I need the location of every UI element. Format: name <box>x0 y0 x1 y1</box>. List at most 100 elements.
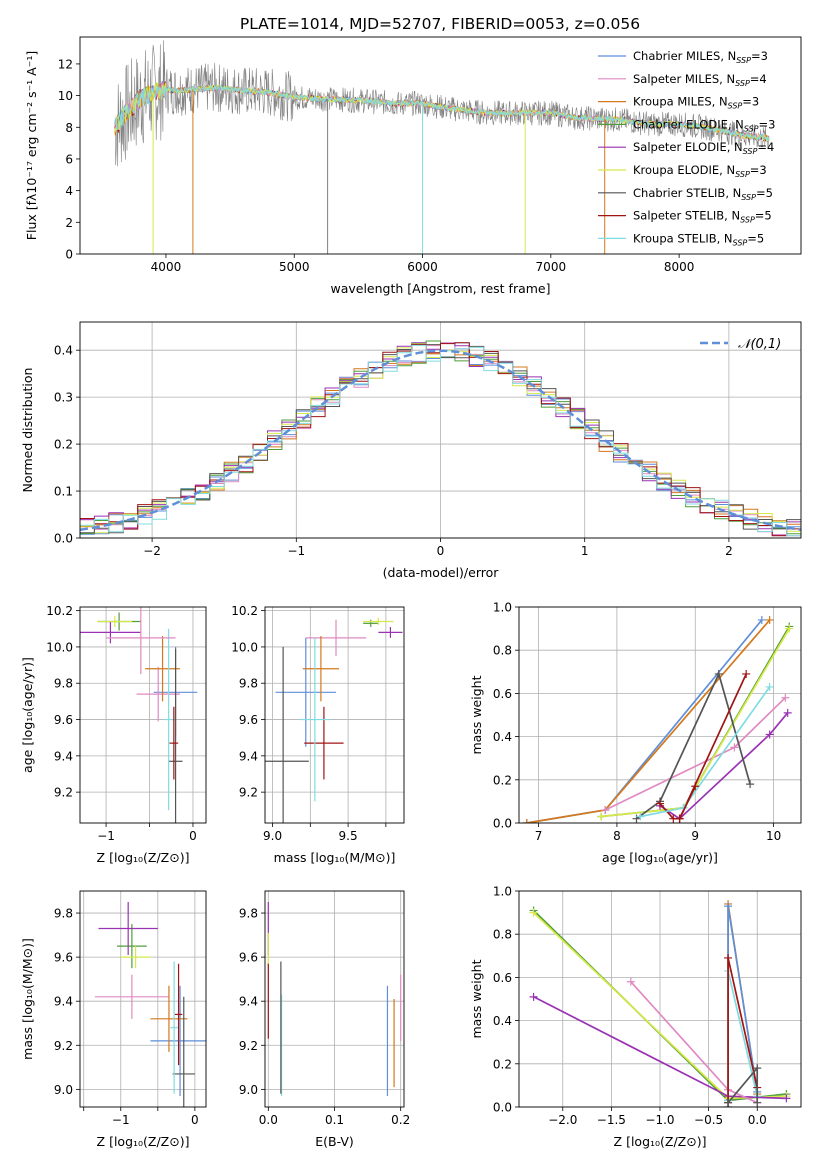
x-tick-label: 5000 <box>279 260 310 274</box>
data-point-marker <box>753 1064 762 1073</box>
x-tick-label: 6000 <box>407 260 438 274</box>
y-tick-label: 9.2 <box>54 1039 73 1053</box>
y-tick-label: 0.3 <box>54 391 73 405</box>
y-tick-label: 0.4 <box>493 1014 512 1028</box>
y-tick-label: 9.4 <box>239 749 258 763</box>
legend-label: Chabrier STELIB, NSSP=5 <box>633 186 773 202</box>
y-axis-label: mass weight <box>469 959 484 1038</box>
y-tick-label: 6 <box>65 152 73 166</box>
y-tick-label: 0 <box>65 248 73 262</box>
data-point-marker <box>783 708 792 717</box>
legend-label: Chabrier ELODIE, NSSP=3 <box>633 117 775 133</box>
y-tick-label: 9.2 <box>54 786 73 800</box>
y-tick-label: 1.0 <box>493 885 512 899</box>
x-axis-label: E(B-V) <box>315 1134 354 1149</box>
axes-massweight_vs_Z: −2.0 −1.5 −1.0 −0.5 0.0 0.0 0.2 0.4 0.6 0.8 1.0 Z [… <box>469 885 802 1149</box>
y-axis-label: Normed distribution <box>20 368 35 493</box>
y-tick-label: 0.0 <box>493 1101 512 1115</box>
y-tick-label: 0.0 <box>493 817 512 831</box>
y-tick-label: 0.8 <box>493 928 512 942</box>
y-tick-label: 1.0 <box>493 601 512 615</box>
y-axis-label: age [log₁₀(age/yr)] <box>20 657 35 773</box>
x-tick-label: 9.0 <box>263 829 282 843</box>
axes-frame <box>518 606 802 824</box>
x-tick-label: 4000 <box>151 260 182 274</box>
data-point-marker <box>724 953 733 962</box>
model-spectrum-kroupa_stelib <box>114 83 770 142</box>
y-tick-label: 10.2 <box>46 604 73 618</box>
plot-spectrum <box>114 40 770 254</box>
y-tick-label: 9.8 <box>239 907 258 921</box>
x-tick-label: 1 <box>581 544 589 558</box>
axes-frame <box>79 36 802 255</box>
y-tick-label: 9.8 <box>54 677 73 691</box>
y-tick-label: 0.2 <box>493 1057 512 1071</box>
x-tick-label: 0.0 <box>748 1113 767 1127</box>
plots-layer: 4000 5000 6000 7000 8000024681012wavelength … <box>20 36 802 1149</box>
x-tick-label: 0 <box>189 829 197 843</box>
data-point-marker <box>730 743 739 752</box>
y-axis-label: mass weight <box>469 675 484 754</box>
axes-age_vs_mass: 9.0 9.5 9.2 9.4 9.6 9.8 10.0 10.2 mass [log₁₀(M/… <box>231 604 405 865</box>
residual-histogram-salpeter_stelib <box>80 342 801 537</box>
data-point-marker <box>724 902 733 911</box>
data-point-marker <box>742 669 751 678</box>
x-tick-label: 8000 <box>664 260 695 274</box>
x-tick-label: −0.5 <box>694 1113 723 1127</box>
y-tick-label: 4 <box>65 184 73 198</box>
legend-label: 𝒩(0,1) <box>738 337 781 352</box>
data-point-marker <box>781 693 790 702</box>
y-tick-label: 9.2 <box>239 786 258 800</box>
data-point-marker <box>691 782 700 791</box>
x-tick-label: 7000 <box>536 260 567 274</box>
data-point-marker <box>753 1098 762 1107</box>
plot-age_vs_mass <box>265 617 403 823</box>
y-tick-label: 9.6 <box>239 951 258 965</box>
data-point-marker <box>765 682 774 691</box>
x-tick-label: 0.2 <box>391 1113 410 1127</box>
axes-massweight_vs_age: 7 8 9 10 0.0 0.2 0.4 0.6 0.8 1.0 age [log₁₀(age/yr… <box>469 601 802 865</box>
y-axis-label: mass [log₁₀(M/M⊙)] <box>20 938 35 1060</box>
y-tick-label: 9.2 <box>239 1039 258 1053</box>
axes-frame <box>264 890 405 1108</box>
axes-spectrum: 4000 5000 6000 7000 8000 0 2 4 6 8 10 12 wavelength … <box>24 36 802 296</box>
legend-label: Salpeter MILES, NSSP=4 <box>633 72 767 88</box>
mass-weight-line-kroupa_stelib <box>727 970 759 1101</box>
legend-label: Chabrier MILES, NSSP=3 <box>633 49 768 65</box>
x-tick-label: −1.0 <box>645 1113 674 1127</box>
plot-massweight_vs_age <box>522 615 794 823</box>
y-tick-label: 10.2 <box>231 604 258 618</box>
y-tick-label: 2 <box>65 216 73 230</box>
data-point-marker <box>597 812 606 821</box>
x-tick-label: 0 <box>191 1113 199 1127</box>
x-tick-label: 0 <box>437 544 445 558</box>
x-tick-label: 10 <box>766 829 781 843</box>
y-tick-label: 9.8 <box>239 677 258 691</box>
x-tick-label: −2 <box>143 544 161 558</box>
axes-frame <box>79 321 802 539</box>
y-axis-label: Flux [fλ10⁻¹⁷ erg cm⁻² s⁻¹ A⁻¹] <box>24 51 39 240</box>
y-tick-label: 9.6 <box>54 713 73 727</box>
figure-title: PLATE=1014, MJD=52707, FIBERID=0053, z=0… <box>240 15 640 33</box>
x-axis-label: (data-model)/error <box>383 565 500 580</box>
data-point-marker <box>714 669 723 678</box>
legend-label: Salpeter ELODIE, NSSP=4 <box>633 140 774 156</box>
legend-label: Kroupa STELIB, NSSP=5 <box>633 231 764 247</box>
data-point-marker <box>785 624 794 633</box>
y-tick-label: 9.0 <box>239 1083 258 1097</box>
mass-weight-line-salpeter_stelib <box>678 785 697 820</box>
legend-label: Kroupa ELODIE, NSSP=3 <box>633 163 767 179</box>
y-tick-label: 9.4 <box>239 995 258 1009</box>
x-tick-label: 0.1 <box>325 1113 344 1127</box>
plot-mass_vs_Z <box>94 902 206 1107</box>
data-point-marker <box>757 615 766 624</box>
axes-mass_vs_Z: −1 0 9.0 9.2 9.4 9.6 9.8 Z [log₁₀(Z/Z⊙)] mass [l… <box>20 890 207 1149</box>
axes-age_vs_Z: −1 0 9.2 9.4 9.6 9.8 10.0 10.2 Z [log₁₀(Z/Z⊙)] ag… <box>20 604 207 865</box>
y-tick-label: 0.4 <box>54 344 73 358</box>
axes-frame <box>79 606 207 824</box>
data-point-marker <box>746 780 755 789</box>
data-point-marker <box>656 799 664 808</box>
plot-age_vs_Z <box>80 607 198 823</box>
y-tick-label: 0.0 <box>54 532 73 546</box>
x-tick-label: 8 <box>613 829 621 843</box>
